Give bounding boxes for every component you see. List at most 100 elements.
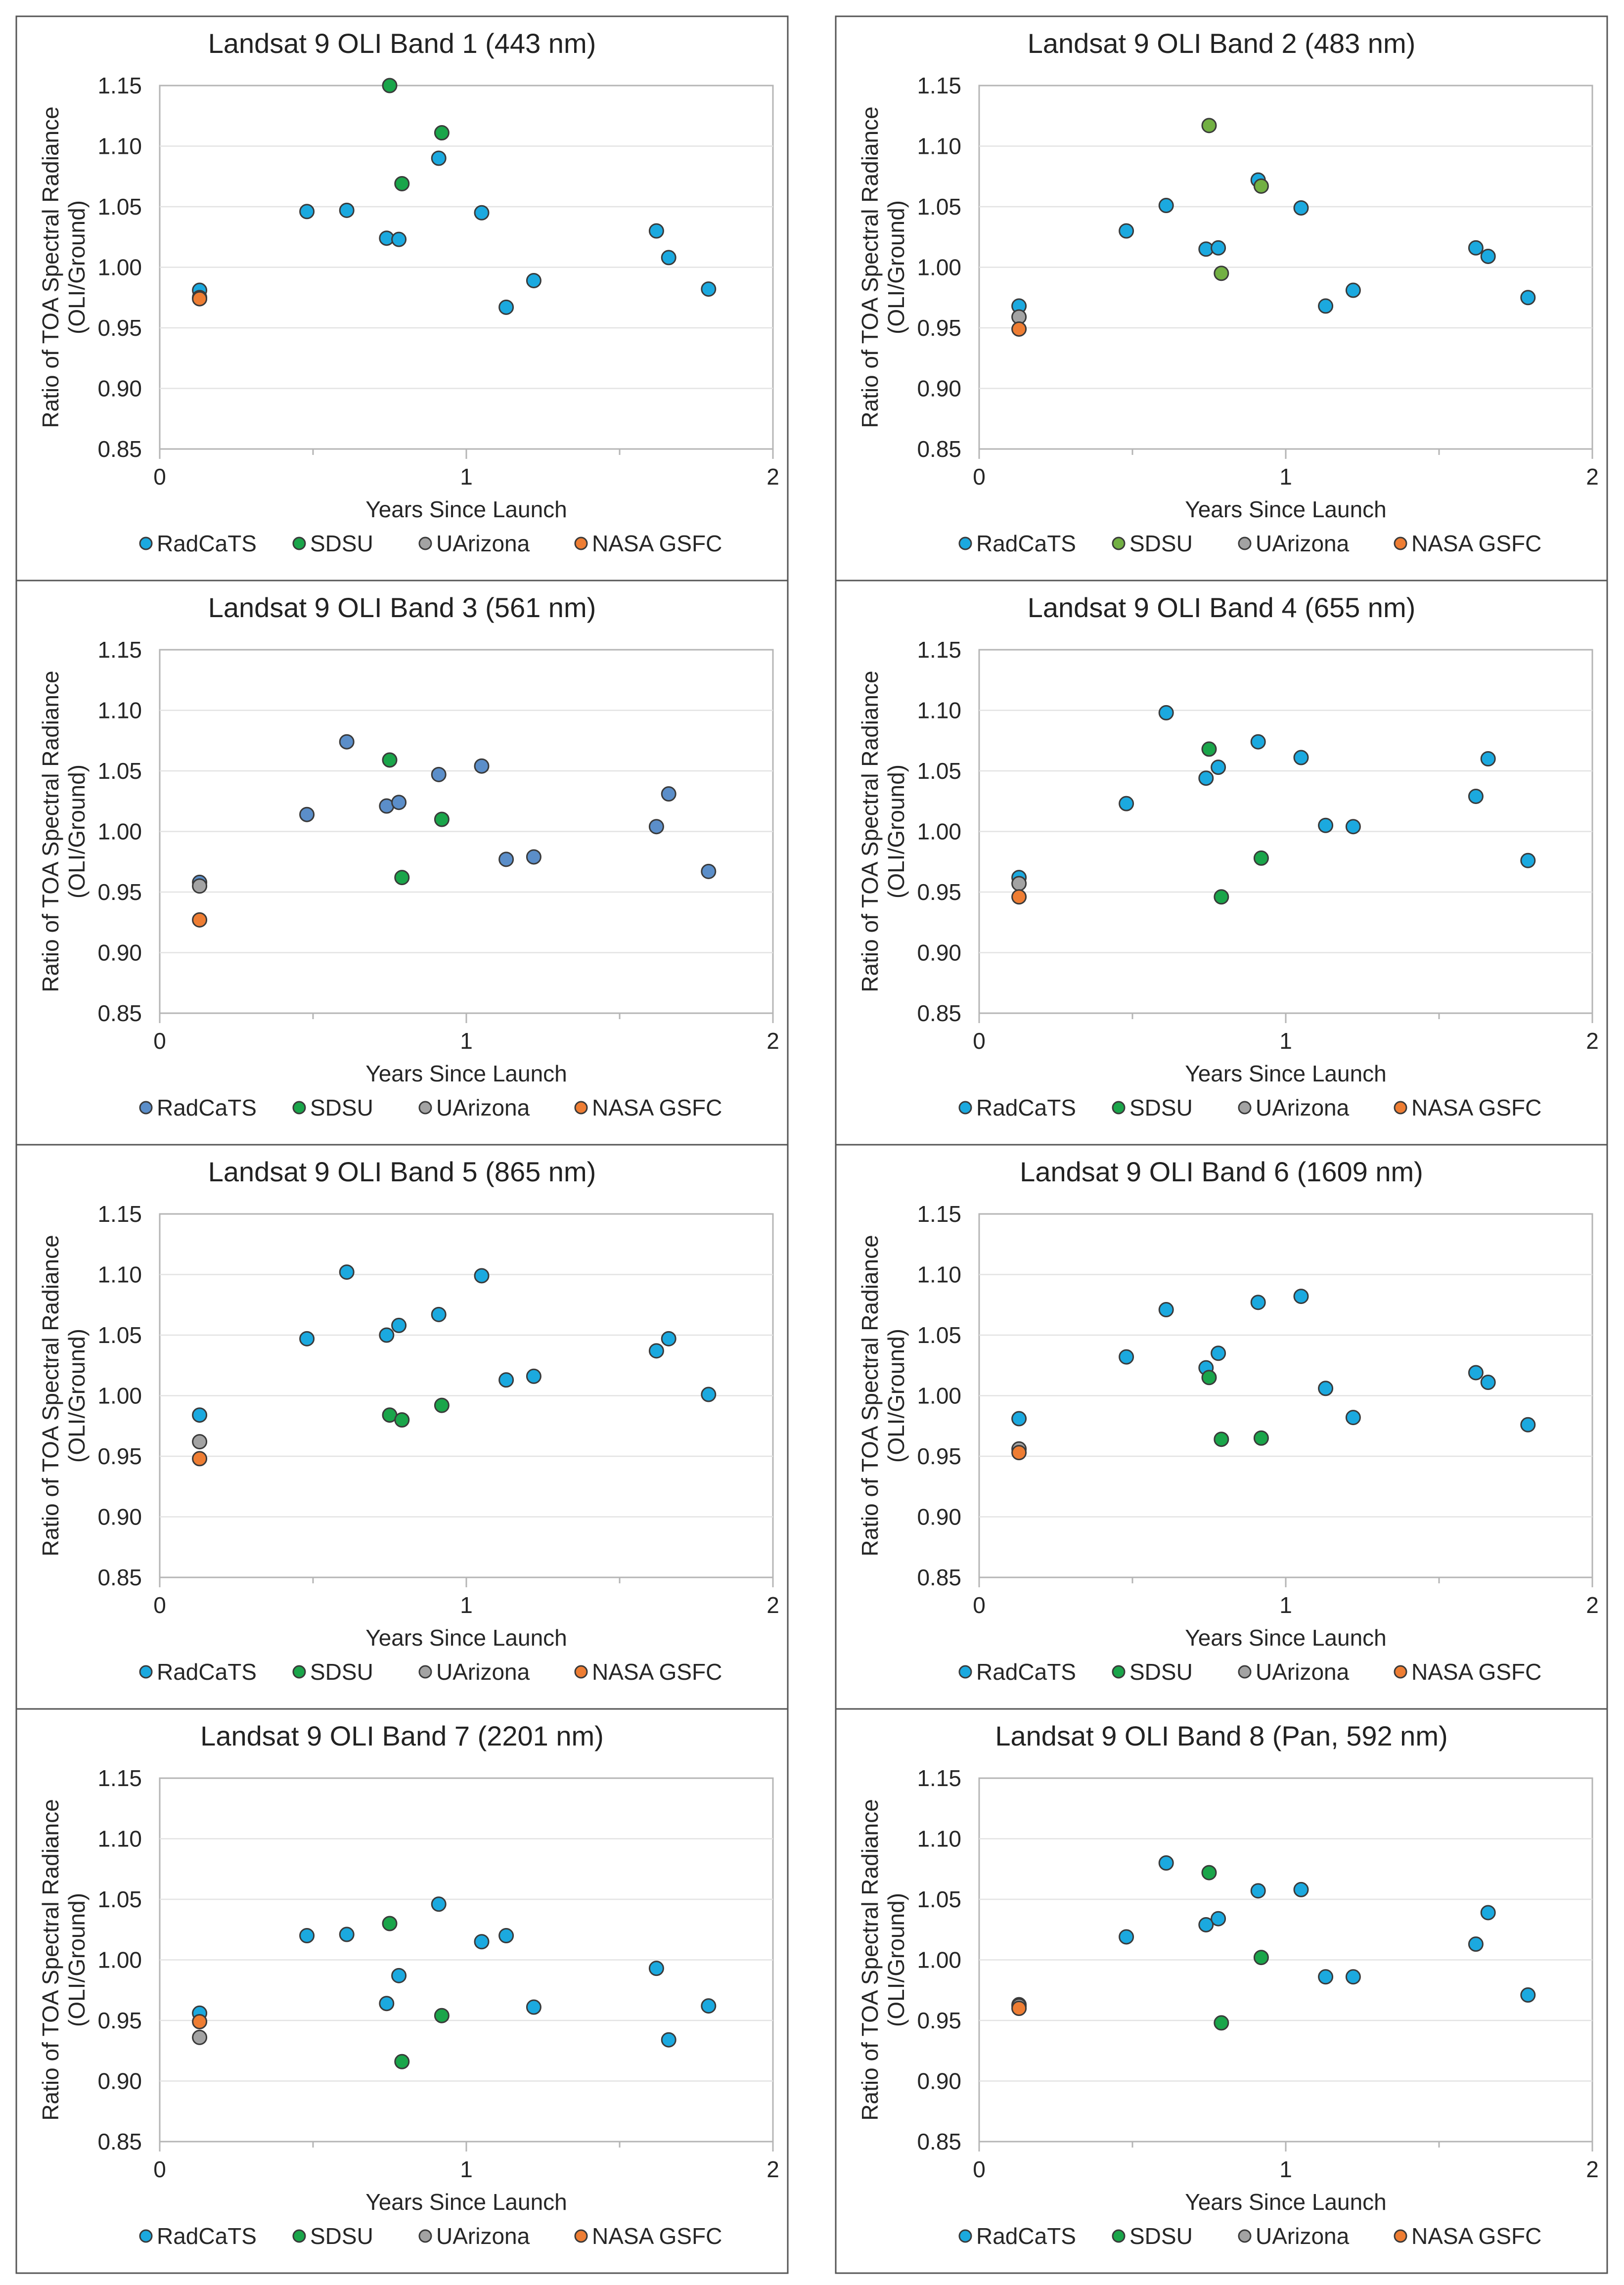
legend-entry: NASA GSFC (1411, 1095, 1541, 1120)
data-point (474, 758, 490, 774)
y-tick-label: 0.95 (917, 879, 961, 905)
y-tick-label: 1.00 (97, 255, 142, 280)
legend-marker (139, 537, 153, 550)
data-point (1480, 1375, 1496, 1390)
y-axis-subtitle: (OLI/Ground) (64, 764, 90, 898)
data-point (1480, 751, 1496, 766)
data-point (1214, 266, 1229, 281)
data-point (661, 1331, 677, 1346)
data-point (1253, 850, 1269, 866)
data-point (192, 291, 208, 307)
x-tick-label: 1 (1279, 1028, 1292, 1054)
y-axis-subtitle: (OLI/Ground) (883, 1329, 909, 1463)
data-point (1468, 1936, 1484, 1952)
legend-entry: RadCaTS (157, 1095, 257, 1120)
x-tick-label: 2 (767, 1592, 779, 1618)
legend-entry: NASA GSFC (1411, 2223, 1541, 2249)
legend-marker (1394, 1101, 1407, 1115)
y-tick-label: 1.05 (917, 758, 961, 784)
y-axis-title: Ratio of TOA Spectral Radiance (38, 671, 63, 992)
y-tick-label: 1.10 (917, 134, 961, 159)
legend-marker (958, 537, 972, 550)
x-tick-label: 1 (460, 1028, 473, 1054)
legend-entry: NASA GSFC (592, 1659, 722, 1685)
y-axis-subtitle: (OLI/Ground) (883, 200, 909, 334)
x-tick-label: 1 (460, 464, 473, 490)
x-axis-title: Years Since Launch (1185, 2189, 1387, 2215)
x-tick-label: 0 (153, 1028, 166, 1054)
y-tick-label: 0.95 (917, 315, 961, 341)
data-point (434, 811, 450, 827)
legend-marker (1238, 2229, 1252, 2243)
data-point (1158, 1302, 1174, 1318)
data-point (1468, 788, 1484, 804)
y-axis-subtitle: (OLI/Ground) (64, 1893, 90, 2027)
y-tick-label: 1.10 (97, 698, 142, 723)
legend-entry: UArizona (1256, 531, 1350, 556)
data-point (192, 2029, 208, 2045)
x-tick-label: 2 (1586, 464, 1599, 490)
y-tick-label: 0.95 (917, 1443, 961, 1469)
legend-marker (1238, 537, 1252, 550)
x-axis-title: Years Since Launch (365, 1625, 567, 1651)
data-point (1253, 178, 1269, 194)
y-tick-label: 1.00 (97, 1947, 142, 1973)
legend-marker (418, 1101, 432, 1115)
data-point (474, 1268, 490, 1284)
data-point (1211, 240, 1226, 256)
legend-entry: RadCaTS (157, 2223, 257, 2249)
data-point (648, 223, 664, 239)
legend-marker (574, 1101, 588, 1115)
data-point (1011, 2001, 1027, 2016)
data-point (1211, 1345, 1226, 1361)
data-point (1468, 1365, 1484, 1381)
data-point (1201, 1865, 1217, 1881)
data-point (391, 1317, 407, 1333)
y-axis-title: Ratio of TOA Spectral Radiance (857, 671, 883, 992)
data-point (192, 1451, 208, 1467)
legend-marker (1112, 1101, 1126, 1115)
data-point (1214, 889, 1229, 905)
x-tick-label: 0 (973, 464, 986, 490)
y-tick-label: 1.10 (97, 134, 142, 159)
data-point (498, 299, 514, 315)
data-point (1520, 1987, 1536, 2003)
legend-marker (418, 537, 432, 550)
y-tick-label: 0.85 (917, 2129, 961, 2154)
chart-panel: Landsat 9 OLI Band 8 (Pan, 592 nm) 0.85 0.… (835, 1708, 1608, 2274)
data-point (1201, 741, 1217, 757)
data-point (339, 1927, 355, 1942)
data-point (1345, 819, 1361, 835)
data-point (431, 1896, 447, 1912)
data-point (1293, 1289, 1309, 1304)
data-point (1520, 290, 1536, 306)
data-point (192, 1434, 208, 1450)
y-axis-subtitle: (OLI/Ground) (64, 1329, 90, 1463)
data-point (192, 912, 208, 928)
y-tick-label: 0.95 (97, 1443, 142, 1469)
y-axis-subtitle: (OLI/Ground) (883, 764, 909, 898)
legend-entry: SDSU (310, 1095, 373, 1120)
y-tick-label: 0.85 (917, 1565, 961, 1590)
data-point (394, 2054, 410, 2069)
data-point (1119, 1349, 1134, 1365)
data-point (434, 125, 450, 141)
legend-marker (292, 537, 306, 550)
y-tick-label: 1.00 (917, 1947, 961, 1973)
legend-entry: SDSU (1129, 1095, 1193, 1120)
y-tick-label: 1.05 (97, 1886, 142, 1912)
chart-panel: Landsat 9 OLI Band 4 (655 nm) 0.85 0.90 0.9… (835, 580, 1608, 1146)
chart-panel: Landsat 9 OLI Band 3 (561 nm) 0.85 0.90 0.9… (15, 580, 789, 1146)
y-tick-label: 1.10 (917, 1826, 961, 1852)
data-point (1201, 1370, 1217, 1386)
legend-marker (1112, 2229, 1126, 2243)
x-tick-label: 1 (460, 2156, 473, 2182)
data-point (1198, 770, 1214, 786)
data-point (526, 1368, 541, 1384)
y-tick-label: 0.95 (97, 315, 142, 341)
chart-panel: Landsat 9 OLI Band 7 (2201 nm) 0.85 0.90 0.… (15, 1708, 789, 2274)
legend-entry: UArizona (436, 1095, 530, 1120)
legend-entry: UArizona (436, 1659, 530, 1685)
chart-title: Landsat 9 OLI Band 3 (561 nm) (208, 592, 596, 623)
data-point (1158, 198, 1174, 214)
